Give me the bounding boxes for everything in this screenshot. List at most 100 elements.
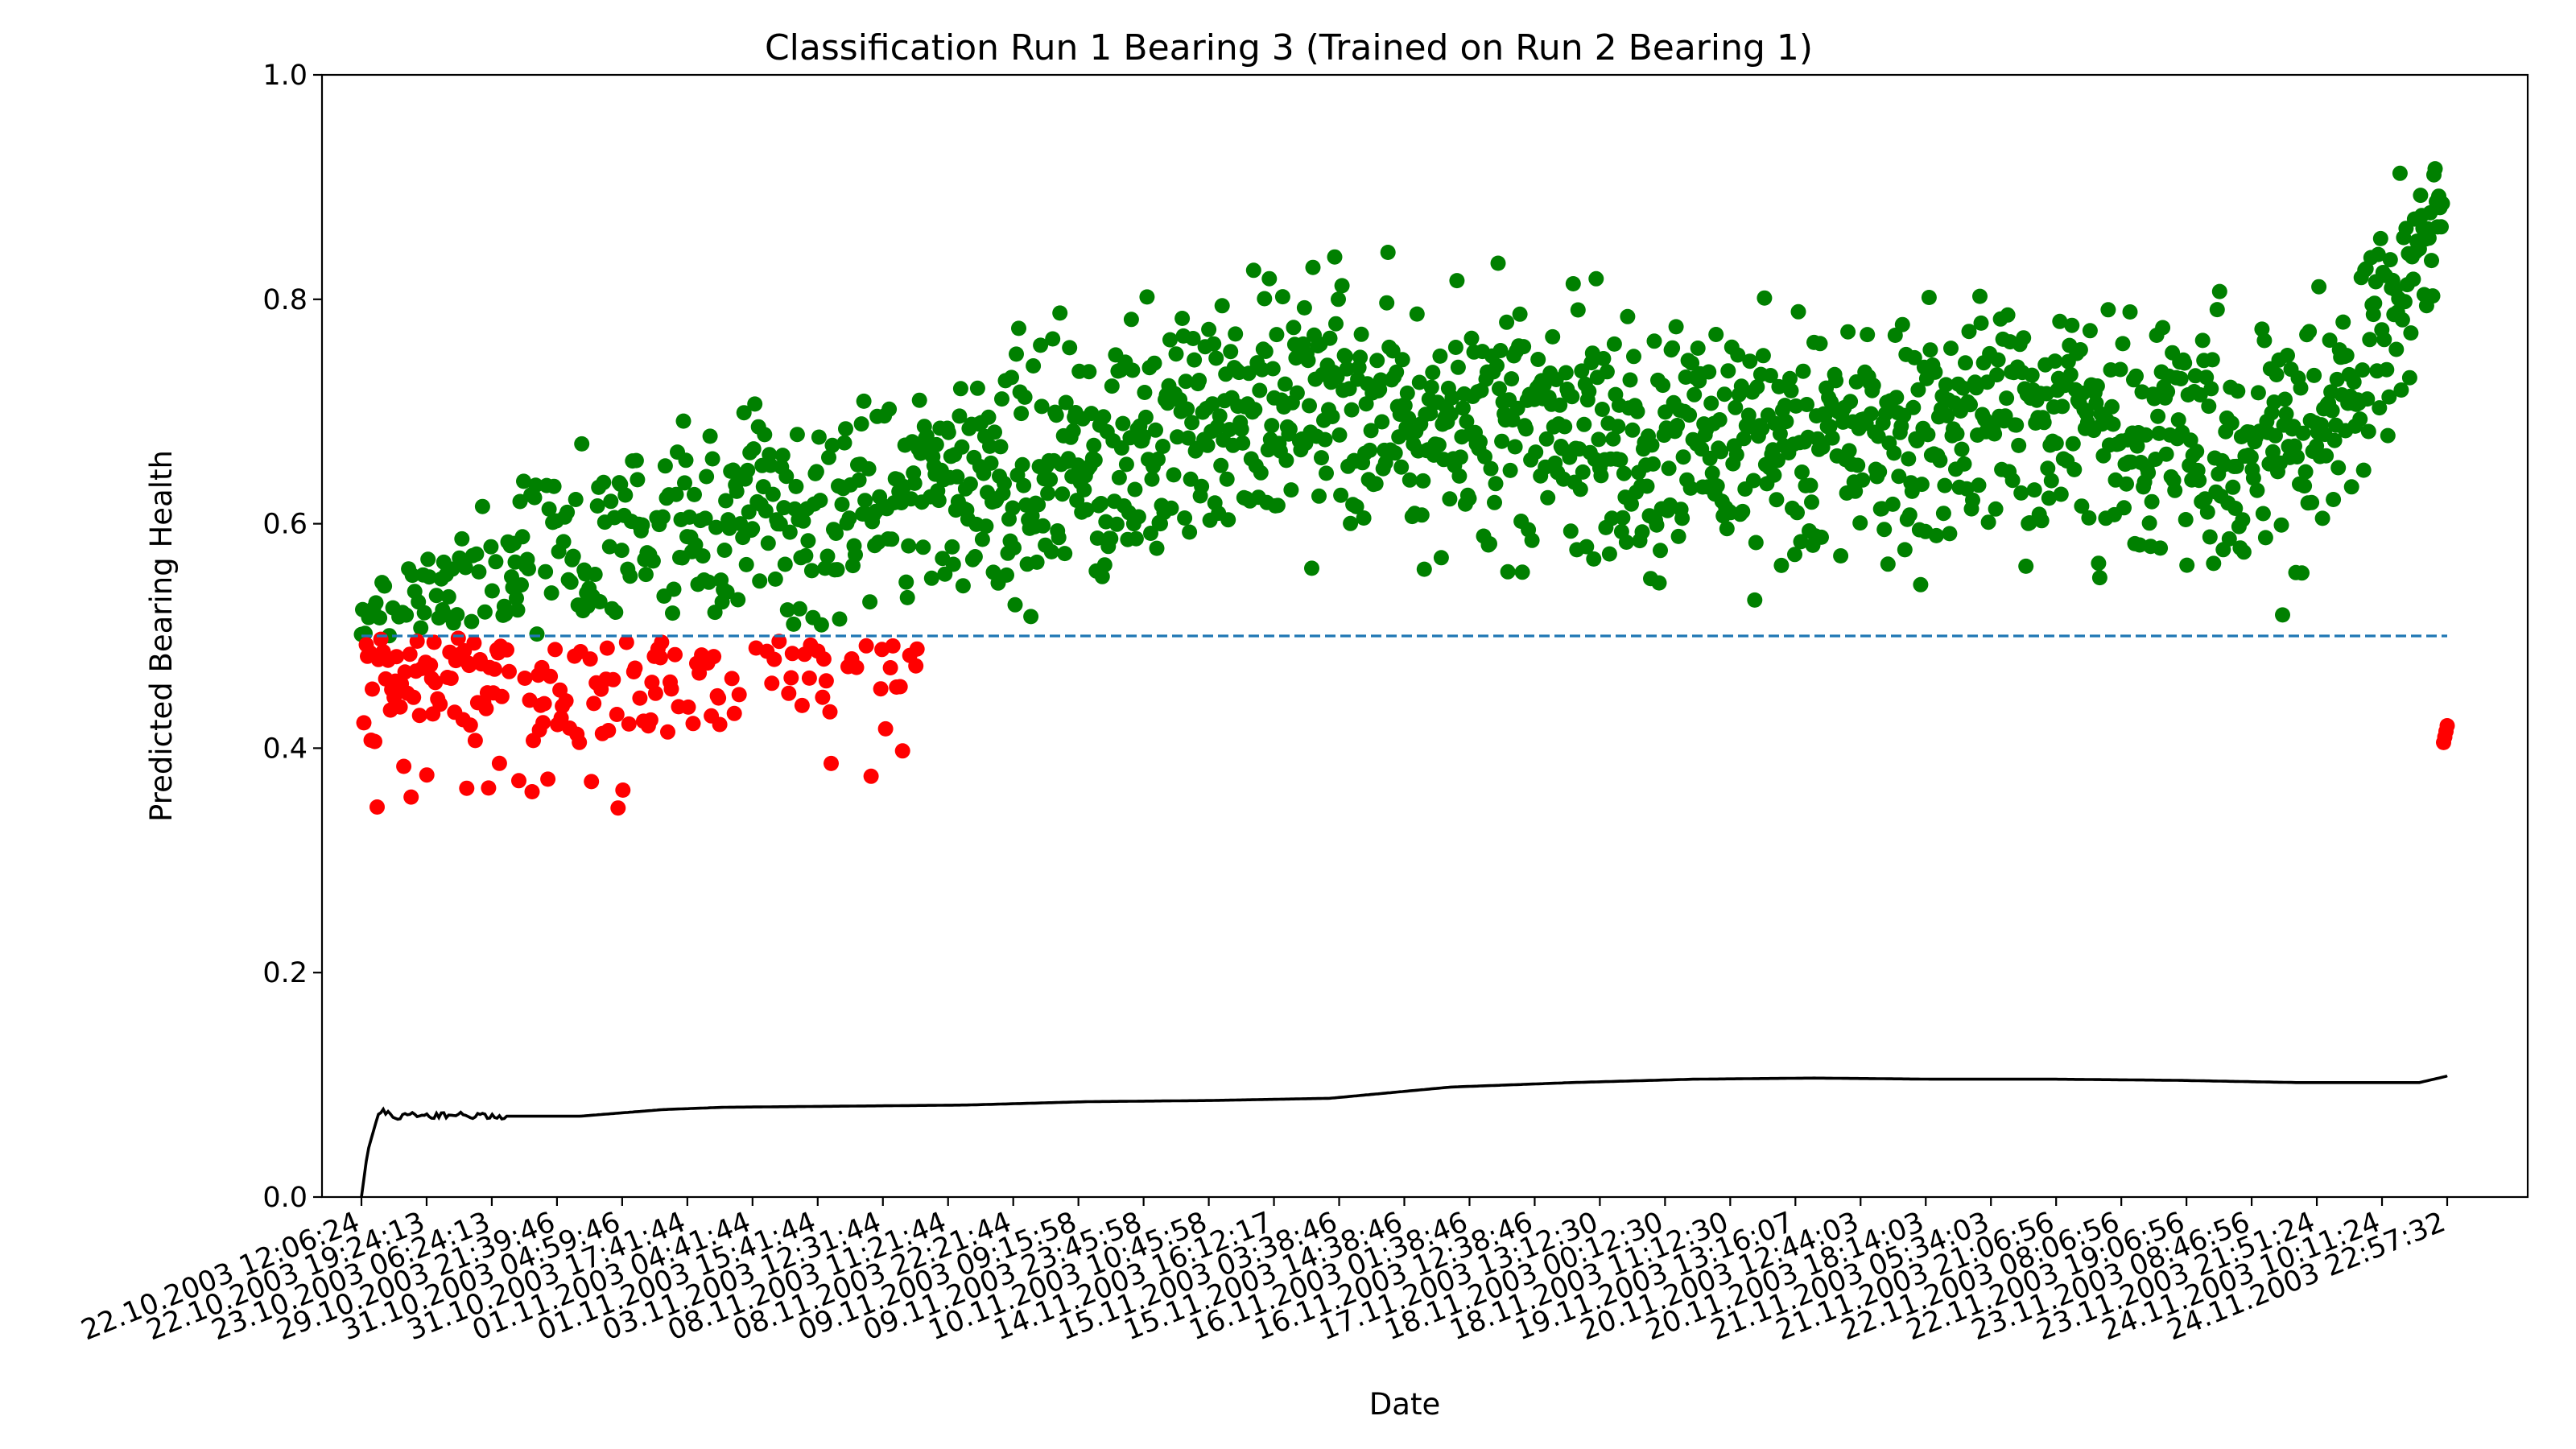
healthy-point [915,539,931,555]
faulty-point [680,699,696,715]
healthy-point [1043,543,1059,559]
healthy-point [1163,500,1179,516]
healthy-point [1103,530,1119,547]
faulty-point [815,689,831,705]
healthy-point [1051,530,1067,546]
healthy-point [2089,378,2105,394]
healthy-point [2074,498,2090,514]
healthy-point [1135,428,1151,444]
healthy-point [608,605,624,620]
healthy-point [1863,406,1879,422]
healthy-point [1579,539,1595,555]
healthy-point [1649,517,1665,533]
healthy-point [1166,467,1182,483]
healthy-point [2189,444,2205,460]
healthy-point [1704,465,1720,481]
healthy-point [1339,361,1355,377]
healthy-point [702,428,718,444]
faulty-point [615,782,631,798]
healthy-point [2201,398,2217,415]
healthy-point [1409,306,1425,322]
healthy-point [2326,492,2342,507]
healthy-point [440,588,456,605]
healthy-point [1558,365,1574,381]
healthy-point [634,517,650,533]
healthy-point [813,617,829,633]
healthy-point [563,574,579,590]
healthy-point [2421,230,2437,246]
faulty-point [882,660,898,675]
healthy-point [999,567,1014,583]
healthy-point [1713,444,1729,460]
healthy-point [1030,497,1046,513]
healthy-point [2082,323,2098,339]
healthy-point [1783,382,1799,398]
healthy-point [1430,437,1447,453]
healthy-point [2115,336,2131,352]
healthy-point [1670,528,1686,544]
healthy-point [1736,431,1752,447]
healthy-point [821,449,836,465]
healthy-point [1581,383,1597,399]
healthy-point [1296,299,1312,316]
healthy-point [1494,433,1510,449]
faulty-point [601,723,617,738]
healthy-point [1264,418,1280,434]
healthy-point [1749,379,1765,395]
healthy-point [2434,196,2450,212]
healthy-point [1773,557,1790,573]
healthy-point [906,475,923,491]
healthy-point [1905,399,1922,415]
healthy-point [2119,476,2134,492]
faulty-point [2439,718,2455,733]
healthy-point [1399,385,1415,401]
healthy-point [1065,423,1081,439]
healthy-point [1411,374,1427,390]
healthy-point [716,543,733,558]
healthy-point [1814,529,1829,545]
healthy-point [857,493,873,509]
healthy-point [1606,336,1622,352]
healthy-point [1910,382,1926,398]
healthy-point [1017,389,1033,405]
healthy-point [2170,412,2186,428]
faulty-point [731,687,747,703]
healthy-point [1989,367,2005,383]
healthy-point [1488,476,1504,492]
healthy-point [898,574,914,590]
healthy-point [1442,491,1458,507]
faulty-point [403,789,419,805]
y-axis-label: Predicted Bearing Health [144,450,179,822]
healthy-point [945,556,961,572]
faulty-point [909,641,925,657]
healthy-point [828,526,844,541]
healthy-point [1137,385,1153,400]
healthy-point [420,551,436,568]
healthy-point [1518,421,1534,437]
healthy-point [1972,288,1988,304]
healthy-point [665,605,680,621]
healthy-point [1604,510,1620,526]
faulty-point [815,651,832,667]
healthy-point [1182,524,1198,540]
healthy-point [2018,558,2034,574]
faulty-point [632,690,648,706]
faulty-point [894,743,910,759]
healthy-point [1605,431,1621,447]
healthy-point [967,549,983,564]
healthy-point [2100,302,2116,318]
healthy-point [2199,504,2215,520]
y-tick-label: 0.2 [262,957,308,989]
healthy-point [1042,472,1059,488]
healthy-point [1949,426,1965,442]
healthy-point [1987,426,2003,442]
healthy-point [2198,369,2215,386]
healthy-point [1645,456,1661,472]
healthy-point [1794,464,1810,480]
healthy-point [1228,326,1244,342]
healthy-point [1629,403,1645,419]
healthy-point [2403,325,2419,341]
healthy-point [808,464,824,480]
healthy-point [701,574,717,590]
